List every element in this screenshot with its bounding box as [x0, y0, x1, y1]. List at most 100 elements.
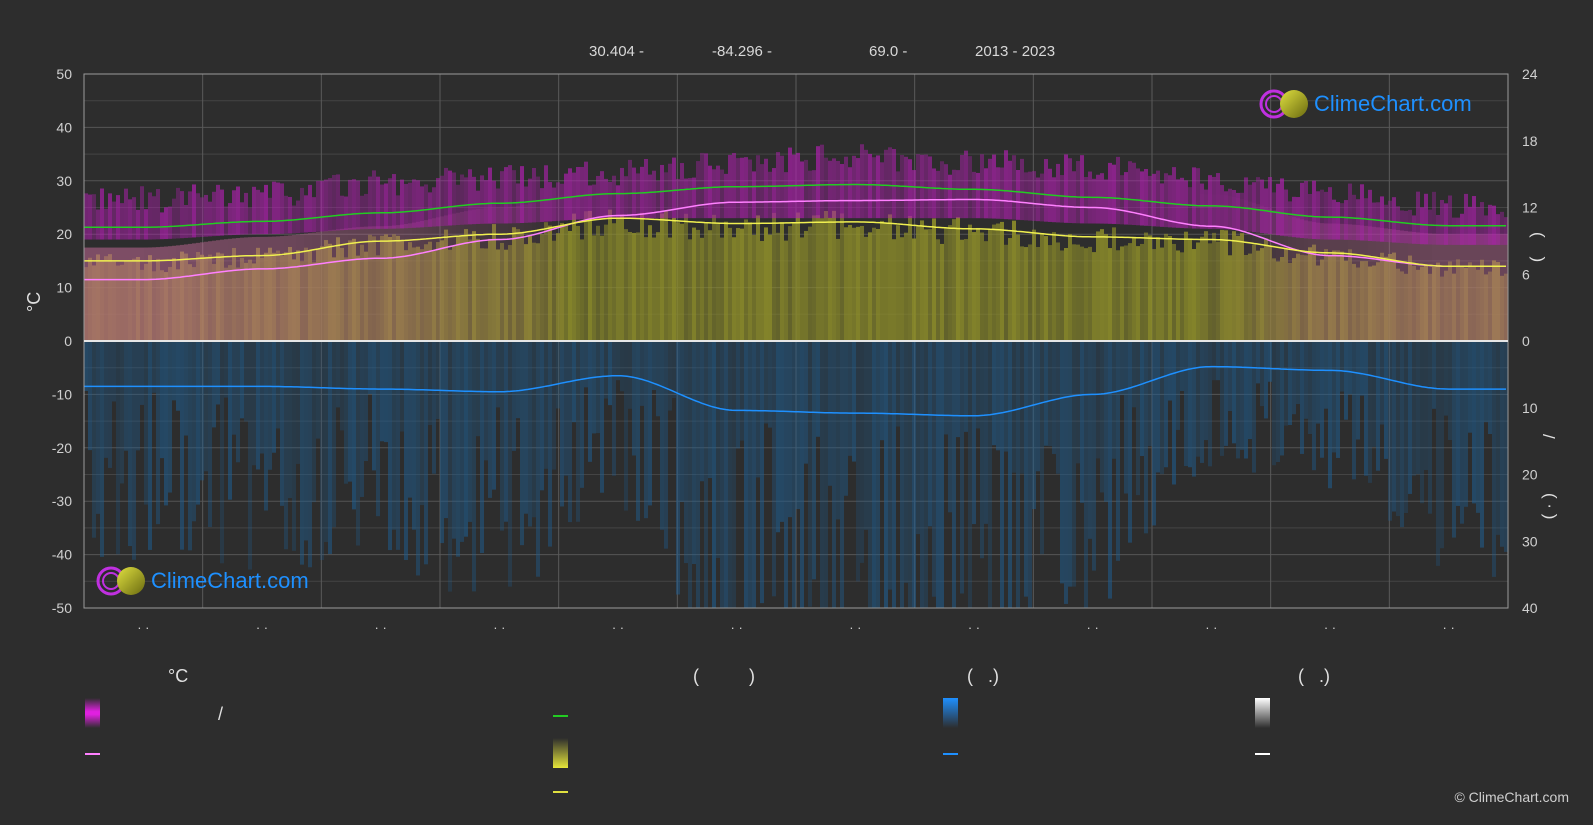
- temp-overlay-bar: [180, 244, 184, 341]
- temp-range-bar: [148, 192, 152, 240]
- temp-overlay-bar: [368, 226, 372, 341]
- temp-range-bar: [1192, 167, 1196, 229]
- sunshine-bar: [1312, 244, 1316, 341]
- rain-bar: [1328, 341, 1332, 489]
- sunshine-bar: [1044, 236, 1048, 341]
- temp-range-bar: [408, 182, 412, 229]
- sunshine-bar: [576, 225, 580, 341]
- sunshine-bar: [1048, 245, 1052, 341]
- rain-bar: [948, 341, 952, 513]
- temp-range-bar: [1464, 193, 1468, 245]
- rain-bar: [132, 341, 136, 560]
- sunshine-bar: [1328, 255, 1332, 341]
- right-tick-label-mm: 10: [1522, 400, 1538, 416]
- temp-range-bar: [324, 179, 328, 232]
- rain-bar: [460, 341, 464, 542]
- climate-chart: 50 40 30 20 10 0 -10 -20 -30 -40 -50 24 18 12 6 0 10 20 30…: [52, 66, 1538, 635]
- sunshine-bar: [1444, 270, 1448, 341]
- rain-bar: [624, 341, 628, 511]
- sunshine-bar: [888, 214, 892, 341]
- temp-range-bar: [1332, 199, 1336, 240]
- sunshine-line: [84, 217, 1506, 267]
- rain-bar: [176, 341, 180, 411]
- rain-bar: [940, 341, 944, 608]
- temp-overlay-bar: [152, 247, 156, 341]
- rain-bar: [916, 341, 920, 535]
- sunshine-bar: [468, 239, 472, 341]
- sunshine-bar: [800, 237, 804, 341]
- temp-overlay-bar: [500, 207, 504, 341]
- rain-bar: [756, 341, 760, 478]
- temp-range-bar: [368, 176, 372, 229]
- temp-overlay-bar: [188, 243, 192, 341]
- temp-overlay-bar: [476, 209, 480, 341]
- temp-overlay-bar: [432, 218, 436, 341]
- sunshine-bar: [508, 245, 512, 341]
- temp-range-bar: [128, 199, 132, 240]
- rain-bar: [864, 341, 868, 530]
- rain-bar: [180, 341, 184, 550]
- rain-bar: [580, 341, 584, 488]
- sunshine-bar: [960, 239, 964, 341]
- rain-bar: [328, 341, 332, 555]
- sunshine-bar: [732, 237, 736, 341]
- legend-snow-title: ( .): [1298, 666, 1330, 686]
- latitude-value: 30.404 -: [589, 43, 645, 60]
- temp-overlay-bar: [1264, 207, 1268, 341]
- sunshine-bar: [496, 249, 500, 341]
- sunshine-bar: [1280, 257, 1284, 341]
- rain-bar: [200, 341, 204, 481]
- temp-range-bar: [1256, 177, 1260, 233]
- left-tick-label: -20: [52, 440, 72, 456]
- rain-bar: [1340, 341, 1344, 392]
- sunshine-bar: [1320, 259, 1324, 341]
- temp-overlay-bar: [1260, 205, 1264, 341]
- rain-bar: [400, 341, 404, 432]
- rain-bar: [292, 341, 296, 551]
- sunshine-bar: [1400, 271, 1404, 341]
- sunshine-bar: [600, 235, 604, 341]
- rain-bar: [1248, 341, 1252, 440]
- sunshine-bar: [216, 252, 220, 341]
- temp-range-bar: [888, 147, 892, 219]
- temp-range-bar: [1384, 204, 1388, 242]
- sunshine-bar: [796, 212, 800, 341]
- temp-overlay-bar: [1324, 223, 1328, 341]
- sunshine-bar: [300, 261, 304, 341]
- brand-name-top: ClimeChart.com: [1314, 91, 1472, 116]
- x-tick-label: · ·: [375, 620, 387, 635]
- temp-overlay-bar: [532, 202, 536, 341]
- temp-range-bar: [672, 157, 676, 219]
- logo-bottom-left: ClimeChart.com: [95, 565, 309, 597]
- rain-bar: [1148, 341, 1152, 447]
- sunshine-bar: [844, 227, 848, 341]
- sunshine-bar: [212, 263, 216, 341]
- sunshine-bar: [912, 238, 916, 341]
- temp-range-bar: [1168, 175, 1172, 228]
- temp-range-bar: [1400, 210, 1404, 244]
- sunshine-bar: [448, 249, 452, 341]
- temp-range-bar: [1008, 160, 1012, 220]
- temp-range-bar: [444, 167, 448, 226]
- sunshine-bar: [944, 228, 948, 341]
- rain-bar: [336, 341, 340, 408]
- rain-bar: [852, 341, 856, 462]
- temp-overlay-bar: [548, 198, 552, 341]
- rain-bar: [304, 341, 308, 541]
- rain-bar: [1300, 341, 1304, 454]
- sunshine-bar: [432, 251, 436, 341]
- rain-bar: [1052, 341, 1056, 454]
- temp-range-bar: [1376, 202, 1380, 242]
- temp-range-bar: [780, 155, 784, 219]
- temp-range-bar: [540, 188, 544, 222]
- temp-range-bar: [1012, 155, 1016, 220]
- rain-bar: [1304, 341, 1308, 419]
- rain-bar: [1008, 341, 1012, 608]
- left-tick-label: -40: [52, 547, 72, 563]
- rain-bar: [1000, 341, 1004, 608]
- temp-range-bar: [536, 176, 540, 223]
- sunshine-bar: [880, 220, 884, 341]
- rain-bar: [352, 341, 356, 510]
- sunshine-bar: [584, 211, 588, 341]
- temp-range-bar: [964, 150, 968, 219]
